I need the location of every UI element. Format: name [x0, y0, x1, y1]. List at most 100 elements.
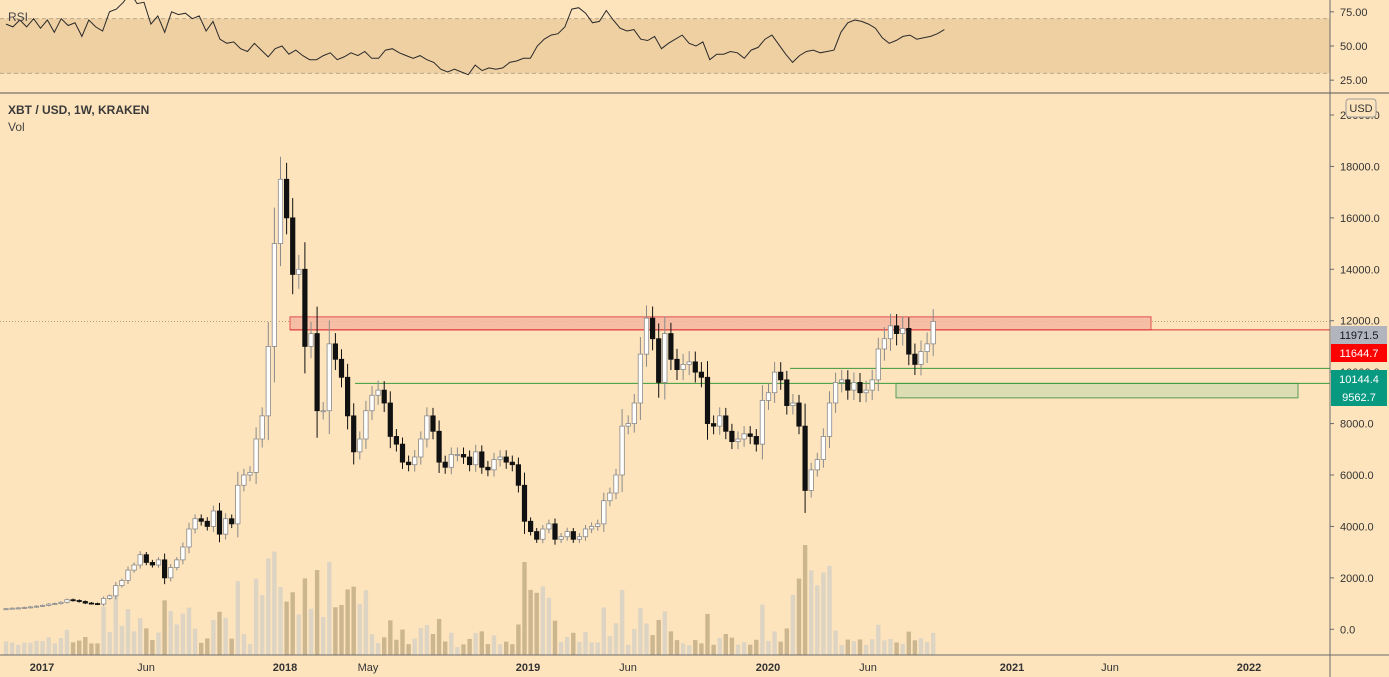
volume-bar [754, 639, 759, 655]
candle-body [149, 562, 155, 566]
candle-body [70, 599, 76, 602]
candle-body [662, 333, 668, 383]
volume-bar [827, 565, 832, 655]
candle-body [344, 376, 351, 417]
time-axis[interactable]: 2017 Jun 2018 May 2019 Jun 2020 Jun 2021 Jun 2022 [30, 662, 1261, 674]
volume-bar [162, 600, 167, 655]
volume-bar [668, 631, 674, 655]
support-zone[interactable] [895, 382, 1299, 399]
candle-body [595, 523, 601, 527]
volume-bar [266, 558, 271, 655]
candle-body [58, 601, 64, 604]
candle-body [564, 531, 570, 538]
volume-bar [290, 592, 295, 655]
volume-bar [308, 608, 314, 655]
candle-body [607, 492, 613, 502]
candle-body [796, 402, 802, 427]
candle-body [210, 510, 216, 527]
candle-body [460, 454, 467, 458]
candle-body [552, 523, 558, 540]
candle-body [265, 346, 271, 417]
volume-bar [449, 632, 454, 655]
volume-bar [382, 637, 387, 655]
volume-bar [790, 594, 796, 655]
volume-bar [424, 625, 430, 655]
volume-bar [339, 605, 344, 655]
candle-body [229, 518, 235, 525]
candle-body [820, 436, 827, 460]
price-tags: 11971.5 11644.7 10144.4 9562.7 [1331, 326, 1387, 406]
candle-body [503, 456, 509, 463]
candle-body [735, 438, 741, 442]
volume-bar [857, 639, 863, 655]
currency-button-label[interactable]: USD [1349, 103, 1372, 115]
candle-body [833, 382, 839, 404]
volume-bar [260, 595, 265, 655]
candle-body [363, 410, 369, 440]
candle-body [826, 402, 833, 437]
price-tag[interactable] [1331, 344, 1387, 362]
price-tag[interactable] [1331, 326, 1387, 344]
candle-body [930, 321, 936, 345]
candle-body [101, 598, 107, 605]
volume-bar [644, 623, 649, 655]
candle-body [924, 343, 930, 352]
candle-body [296, 268, 302, 275]
time-tick-label: 2017 [30, 662, 54, 674]
price-tag[interactable] [1331, 370, 1387, 388]
candle-body [253, 438, 259, 473]
volume-bar [199, 642, 204, 655]
candle-body [174, 559, 180, 568]
currency-button-frame[interactable] [1345, 98, 1377, 118]
candle-body [216, 510, 223, 535]
volume-bar [931, 632, 936, 655]
volume-bar [119, 625, 125, 655]
candle-body [94, 603, 101, 605]
volume-bar [58, 638, 64, 655]
candle-body [326, 343, 332, 412]
candle-body [430, 415, 436, 432]
candle-body [119, 580, 125, 586]
candle-body [125, 569, 131, 581]
rsi-tick-label: 25.00 [1340, 75, 1368, 87]
price-axis[interactable]: 20000.018000.016000.014000.012000.010000… [1330, 110, 1380, 636]
candle-body [692, 361, 698, 373]
volume-bar [552, 620, 558, 655]
candle-body [613, 474, 619, 494]
volume-bar [870, 639, 875, 655]
candle-body [247, 472, 253, 476]
currency-button[interactable]: USD [1345, 98, 1377, 118]
candle-body [473, 451, 479, 466]
volume-bar [369, 634, 375, 655]
volume-bar [101, 606, 106, 655]
volume-bar [16, 644, 21, 655]
volume-bar [510, 644, 515, 655]
volume-bar [436, 618, 442, 655]
volume-bar [107, 632, 112, 655]
candle-body [637, 353, 644, 404]
candle-body [698, 371, 705, 378]
price-tag-label: 9562.7 [1342, 392, 1376, 404]
time-tick-label: 2021 [1000, 662, 1024, 674]
candle-body [393, 436, 400, 445]
resistance-zone[interactable] [289, 316, 1152, 331]
candle-body [759, 400, 766, 445]
candle-body [387, 402, 393, 437]
volume-bar [705, 613, 710, 655]
volume-bar [229, 638, 234, 655]
volume-bar [699, 643, 704, 655]
candle-body [515, 464, 522, 486]
candle-body [534, 531, 540, 540]
candle-body [643, 317, 650, 355]
volume-bar [918, 638, 924, 655]
volume-bar [760, 604, 765, 655]
volume-bar [205, 638, 210, 655]
volume-bar [595, 642, 600, 655]
time-tick-label: 2018 [273, 662, 297, 674]
volume-bar [540, 586, 545, 655]
candle-body [186, 528, 192, 548]
candle-body [509, 461, 515, 466]
price-tag[interactable] [1331, 388, 1387, 406]
candle-body [64, 599, 70, 603]
